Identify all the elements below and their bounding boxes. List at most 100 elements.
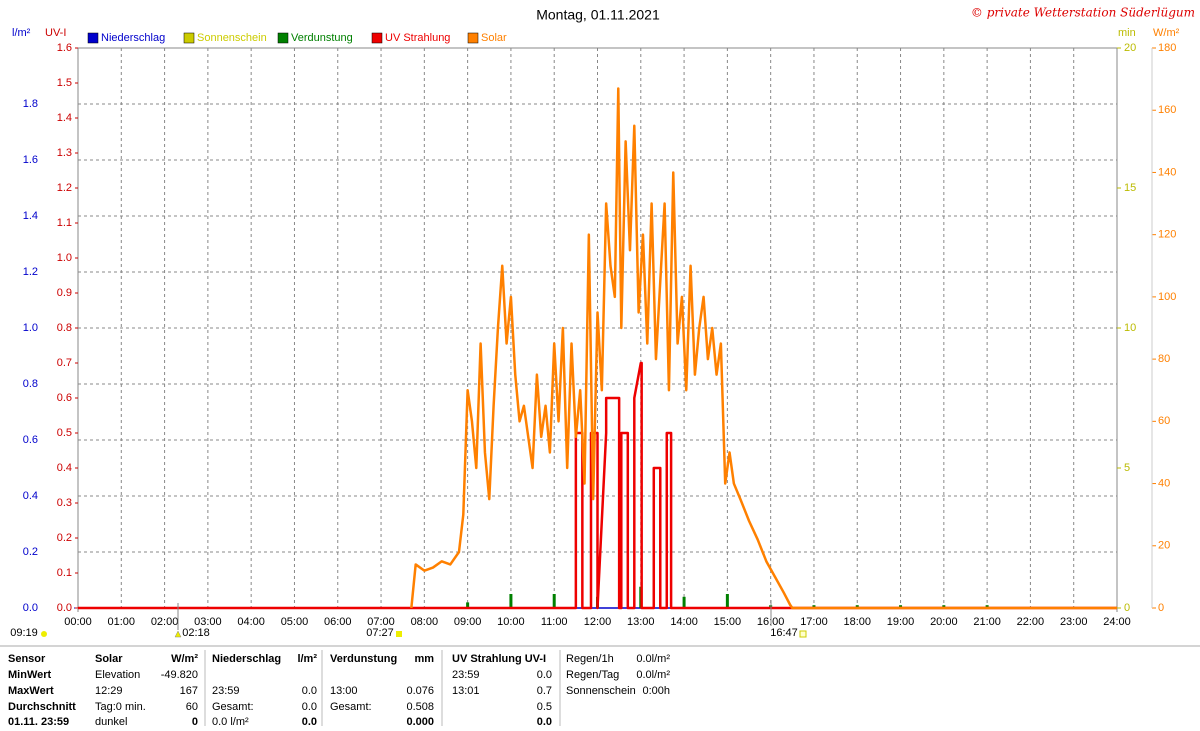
y-tick-label: 0.6 xyxy=(57,392,72,404)
x-tick-label: 10:00 xyxy=(497,616,525,628)
table-cell: UV Strahlung UV-I xyxy=(452,653,546,665)
table-cell: 0.0l/m² xyxy=(636,653,670,665)
table-cell: 0.000 xyxy=(406,716,434,726)
legend-swatch xyxy=(467,32,479,44)
table-cell: 12:29 xyxy=(95,685,123,697)
table-cell: 0.5 xyxy=(537,701,552,713)
legend-swatch xyxy=(277,32,289,44)
table-cell: Niederschlag xyxy=(212,653,281,665)
legend-label: Verdunstung xyxy=(291,32,353,44)
y-tick-label: 0.8 xyxy=(23,378,38,390)
table-cell: Verdunstung xyxy=(330,653,397,665)
bar xyxy=(985,605,989,608)
y-tick-label: 0.7 xyxy=(57,357,72,369)
table-cell: W/m² xyxy=(171,653,198,665)
y-tick-label: 1.3 xyxy=(57,147,72,159)
annotation: 07:27 xyxy=(366,627,394,639)
y-tick-label: 0.4 xyxy=(23,490,38,502)
y-tick-label: 140 xyxy=(1158,166,1176,178)
y-tick-label: 20 xyxy=(1124,42,1136,54)
table-cell: Gesamt: xyxy=(212,701,254,713)
credit: © private Wetterstation Süderlügum xyxy=(971,6,1195,20)
y-tick-label: 0.5 xyxy=(57,427,72,439)
x-tick-label: 08:00 xyxy=(411,616,439,628)
y-tick-label: 1.4 xyxy=(23,210,38,222)
table-cell: 167 xyxy=(180,685,198,697)
y-tick-label: 0 xyxy=(1124,602,1130,614)
y-tick-label: 180 xyxy=(1158,42,1176,54)
table-cell: 0.076 xyxy=(406,685,434,697)
y-tick-label: 0.9 xyxy=(57,287,72,299)
x-tick-label: 23:00 xyxy=(1060,616,1088,628)
y-tick-label: 0.1 xyxy=(57,567,72,579)
x-tick-label: 13:00 xyxy=(627,616,655,628)
bar xyxy=(855,605,859,608)
bar xyxy=(466,602,470,608)
y-tick-label: 0.2 xyxy=(57,532,72,544)
series-line xyxy=(410,87,1117,610)
y-tick-label: 1.5 xyxy=(57,77,72,89)
y-tick-label: 40 xyxy=(1158,477,1170,489)
x-tick-label: 02:00 xyxy=(151,616,179,628)
marker xyxy=(799,630,807,638)
annotation: 09:19 xyxy=(10,627,38,639)
x-tick-label: 00:00 xyxy=(64,616,92,628)
table-cell: Solar xyxy=(95,653,123,665)
legend-label: UV Strahlung xyxy=(385,32,450,44)
x-tick-label: 07:00 xyxy=(367,616,395,628)
marker xyxy=(41,631,47,637)
x-tick-label: 01:00 xyxy=(108,616,136,628)
legend-label: Solar xyxy=(481,32,507,44)
x-tick-label: 11:00 xyxy=(541,616,568,628)
x-tick-label: 15:00 xyxy=(714,616,742,628)
y-tick-label: 0.8 xyxy=(57,322,72,334)
y-tick-label: 1.6 xyxy=(23,154,38,166)
y-tick-label: 160 xyxy=(1158,104,1176,116)
bar xyxy=(552,594,556,608)
legend-label: Niederschlag xyxy=(101,32,165,44)
table-cell: 0.508 xyxy=(406,701,434,713)
y-tick-label: 0.4 xyxy=(57,462,72,474)
x-tick-label: 18:00 xyxy=(843,616,871,628)
table-cell: Elevation xyxy=(95,669,140,681)
table-cell: 0.0 xyxy=(302,685,317,697)
y-tick-label: 120 xyxy=(1158,229,1176,241)
legend-swatch xyxy=(371,32,383,44)
axis-label: min xyxy=(1118,27,1136,39)
legend-label: Sonnenschein xyxy=(197,32,267,44)
table-cell: 0.7 xyxy=(537,685,552,697)
table-cell: Sonnenschein xyxy=(566,685,636,697)
table-cell: 0.0 xyxy=(537,669,552,681)
y-tick-label: 0.3 xyxy=(57,497,72,509)
table-cell: MinWert xyxy=(8,669,52,681)
x-tick-label: 06:00 xyxy=(324,616,352,628)
axis-label: UV-I xyxy=(45,27,66,39)
x-tick-label: 14:00 xyxy=(670,616,698,628)
bar xyxy=(812,605,816,608)
table-cell: MaxWert xyxy=(8,685,54,697)
table-cell: 60 xyxy=(186,701,198,713)
y-tick-label: 1.6 xyxy=(57,42,72,54)
table-cell: Durchschnitt xyxy=(8,701,76,713)
y-tick-label: 1.8 xyxy=(23,98,38,110)
y-tick-label: 1.2 xyxy=(57,182,72,194)
x-tick-label: 09:00 xyxy=(454,616,482,628)
table-cell: 0.0 xyxy=(302,701,317,713)
table-cell: l/m² xyxy=(297,653,317,665)
table-cell: 0.0l/m² xyxy=(636,669,670,681)
x-tick-label: 03:00 xyxy=(194,616,222,628)
x-tick-label: 12:00 xyxy=(584,616,612,628)
table-cell: 0.0 xyxy=(302,716,317,726)
table-cell: mm xyxy=(414,653,434,665)
table-cell: -49.820 xyxy=(161,669,198,681)
y-tick-label: 1.0 xyxy=(57,252,72,264)
y-tick-label: 10 xyxy=(1124,322,1136,334)
chart-title: Montag, 01.11.2021 xyxy=(536,7,660,23)
y-tick-label: 80 xyxy=(1158,353,1170,365)
table-cell: Sensor xyxy=(8,653,46,665)
table-cell: 23:59 xyxy=(452,669,480,681)
axis-label: l/m² xyxy=(12,27,31,39)
y-tick-label: 60 xyxy=(1158,415,1170,427)
table-cell: Gesamt: xyxy=(330,701,372,713)
